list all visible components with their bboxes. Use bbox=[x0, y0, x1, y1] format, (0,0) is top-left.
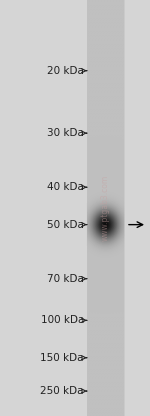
Text: 70 kDa: 70 kDa bbox=[47, 274, 87, 284]
Text: 50 kDa: 50 kDa bbox=[47, 220, 87, 230]
Text: 100 kDa: 100 kDa bbox=[41, 315, 87, 325]
Text: 150 kDa: 150 kDa bbox=[40, 353, 87, 363]
Text: 40 kDa: 40 kDa bbox=[47, 182, 87, 192]
Text: 20 kDa: 20 kDa bbox=[47, 66, 87, 76]
Text: 250 kDa: 250 kDa bbox=[40, 386, 87, 396]
Text: 30 kDa: 30 kDa bbox=[47, 128, 87, 138]
Text: www.ptgab3.com: www.ptgab3.com bbox=[100, 175, 109, 241]
Bar bbox=[87, 0, 124, 416]
